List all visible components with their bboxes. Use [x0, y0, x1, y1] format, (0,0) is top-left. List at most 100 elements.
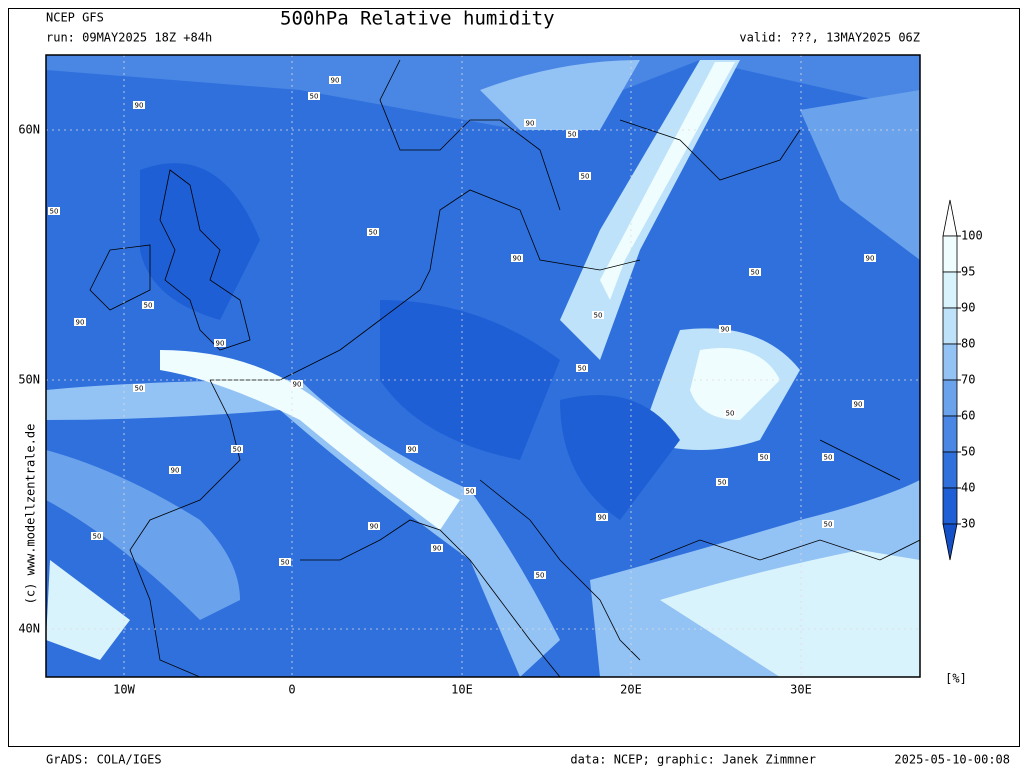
contour-label: 90 [598, 514, 607, 522]
contour-label: 90 [293, 381, 302, 389]
footer-left: GrADS: COLA/IGES [46, 753, 162, 767]
humidity-field [46, 55, 920, 677]
lon-label: 20E [620, 683, 642, 697]
contour-label: 90 [513, 255, 522, 263]
contour-label-box [308, 92, 320, 100]
contour-label-box [464, 487, 476, 495]
credit: (c) www.modellzentrale.de [24, 424, 38, 605]
contour-label: 90 [76, 319, 85, 327]
lon-label: 10W [113, 683, 135, 697]
contour-label: 90 [408, 446, 417, 454]
lat-label: 40N [18, 622, 40, 636]
colorbar-tick-label: 70 [961, 373, 975, 387]
contour-label: 50 [233, 446, 242, 454]
contour-label: 50 [594, 312, 603, 320]
contour-label-box [368, 522, 380, 530]
contour-label: 50 [50, 208, 59, 216]
contour-label-box [524, 119, 536, 127]
contour-label: 90 [171, 467, 180, 475]
contour-label-box [719, 325, 731, 333]
contour-label: 50 [824, 521, 833, 529]
contour-label-box [133, 101, 145, 109]
contour-label-box [133, 384, 145, 392]
contour-label-box [367, 228, 379, 236]
contour-label: 50 [760, 454, 769, 462]
contour-label-box [406, 445, 418, 453]
colorbar-band [942, 487, 958, 525]
contour-label: 90 [866, 255, 875, 263]
contour-label: 50 [369, 229, 378, 237]
map-frame [45, 54, 921, 678]
contour-label: 50 [144, 302, 153, 310]
title: 500hPa Relative humidity [280, 8, 555, 30]
contour-label-box [91, 532, 103, 540]
lat-label: 50N [18, 373, 40, 387]
contour-label: 50 [536, 572, 545, 580]
colorbar-tick-label: 90 [961, 301, 975, 315]
colorbar-band [942, 271, 958, 309]
contour-label: 90 [854, 401, 863, 409]
contour-label-box [822, 453, 834, 461]
contour-label: 90 [216, 340, 225, 348]
contour-label: 50 [93, 533, 102, 541]
contour-label: 50 [726, 410, 735, 418]
contour-label-box [724, 409, 736, 417]
footer-right: 2025-05-10-00:08 [894, 753, 1010, 767]
contour-label-box [74, 318, 86, 326]
coastlines [89, 59, 920, 677]
contour-label-box [231, 445, 243, 453]
contour-label-box [592, 311, 604, 319]
colorbar-band [942, 235, 958, 273]
contour-label: 90 [135, 102, 144, 110]
contour-label-box [596, 513, 608, 521]
contour-label: 50 [466, 488, 475, 496]
colorbar-above [942, 199, 958, 237]
contour-label: 90 [370, 523, 379, 531]
contour-label: 50 [824, 454, 833, 462]
colorbar-tick-label: 50 [961, 445, 975, 459]
contour-label-box [279, 558, 291, 566]
contour-label-box [291, 380, 303, 388]
colorbar-tick-label: 60 [961, 409, 975, 423]
valid-label: valid: ???, 13MAY2025 06Z [739, 31, 920, 45]
contour-label-box [758, 453, 770, 461]
footer-center: data: NCEP; graphic: Janek Zimmner [570, 753, 816, 767]
graticule [46, 55, 920, 677]
contour-label-box [48, 207, 60, 215]
contour-label: 50 [568, 131, 577, 139]
contour-label-box [511, 254, 523, 262]
contour-label: 90 [526, 120, 535, 128]
colorbar-band [942, 415, 958, 453]
contour-label-box [534, 571, 546, 579]
contour-label-box [576, 364, 588, 372]
contour-label-box [142, 301, 154, 309]
contour-label: 50 [135, 385, 144, 393]
outer-frame [8, 8, 1020, 747]
run-label: run: 09MAY2025 18Z +84h [46, 31, 212, 45]
colorbar-band [942, 451, 958, 489]
contour-label-box [214, 339, 226, 347]
colorbar-tick-label: 95 [961, 265, 975, 279]
contour-label-box [864, 254, 876, 262]
contour-label-box [716, 478, 728, 486]
contour-label-box [169, 466, 181, 474]
colorbar-band [942, 379, 958, 417]
lon-label: 30E [790, 683, 812, 697]
contour-label: 50 [581, 173, 590, 181]
colorbar-tick-label: 100 [961, 229, 983, 243]
contour-label: 50 [751, 269, 760, 277]
colorbar-band [942, 307, 958, 345]
contour-label-box [329, 76, 341, 84]
contour-label-box [579, 172, 591, 180]
colorbar-tick-label: 40 [961, 481, 975, 495]
contour-label-box [431, 544, 443, 552]
contour-label-box [566, 130, 578, 138]
contour-label: 50 [718, 479, 727, 487]
contour-label: 90 [721, 326, 730, 334]
contour-label-box [749, 268, 761, 276]
model-label: NCEP GFS [46, 11, 104, 25]
unit-label: [%] [945, 672, 967, 686]
contour-label: 50 [578, 365, 587, 373]
contour-label: 50 [281, 559, 290, 567]
